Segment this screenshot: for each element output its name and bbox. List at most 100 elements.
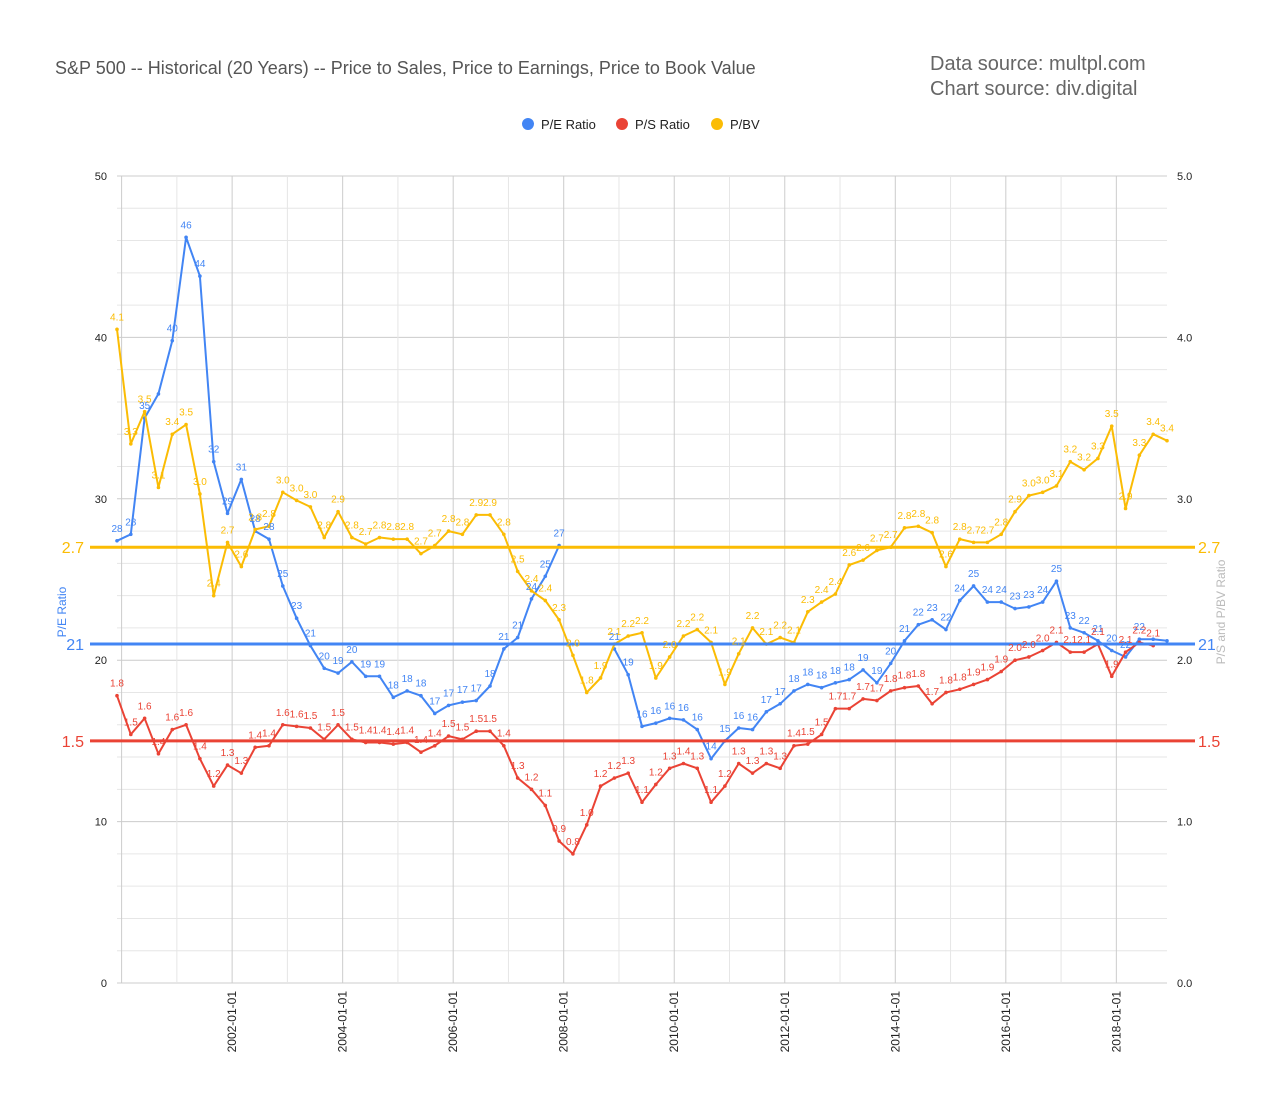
- right-axis-label: P/S and P/BV Ratio: [1214, 559, 1228, 664]
- legend-item-ps[interactable]: P/S Ratio: [616, 117, 690, 132]
- data-label-ps: 1.6: [179, 708, 193, 719]
- y-right-tick-label: 3.0: [1177, 494, 1192, 506]
- data-point-ps: [764, 761, 769, 766]
- data-label-ps: 1.8: [953, 672, 967, 683]
- data-point-pe: [1040, 600, 1045, 604]
- data-point-pbv: [460, 532, 465, 537]
- data-source-text: Data source: multpl.com: [930, 53, 1146, 75]
- data-label-pe: 20: [346, 645, 358, 656]
- data-point-pe: [446, 703, 451, 708]
- data-point-pe: [267, 537, 271, 541]
- data-point-ps: [474, 729, 479, 734]
- data-label-pe: 27: [554, 529, 566, 540]
- data-label-pbv: 2.8: [497, 517, 511, 528]
- data-label-ps: 1.5: [345, 722, 359, 733]
- data-point-ps: [1013, 658, 1017, 662]
- data-point-pbv: [184, 422, 188, 427]
- data-label-ps: 1.5: [455, 722, 469, 733]
- data-point-pbv: [1151, 432, 1155, 437]
- data-label-pe: 24: [1037, 585, 1049, 596]
- data-label-pe: 17: [443, 688, 455, 699]
- data-point-pbv: [502, 532, 506, 537]
- data-label-pbv: 2.6: [856, 543, 870, 554]
- data-point-ps: [156, 752, 161, 756]
- data-label-ps: 1.0: [580, 808, 594, 819]
- data-point-pbv: [1165, 438, 1169, 443]
- data-point-ps: [792, 743, 796, 748]
- data-labels-pbv: 4.13.33.53.13.43.53.02.42.72.62.8 2.83.03…: [110, 312, 1174, 686]
- data-label-pe: 19: [374, 659, 386, 670]
- data-point-ps: [584, 823, 589, 827]
- data-label-pbv: 2.2: [773, 621, 787, 632]
- series-layer: [115, 235, 1169, 856]
- data-point-pe: [280, 584, 285, 588]
- data-label-ps: 1.8: [898, 671, 912, 682]
- y-left-tick-label: 30: [95, 494, 107, 506]
- data-label-pe: 21: [305, 629, 317, 640]
- data-point-pe: [1165, 639, 1169, 643]
- reference-line-label-right: 21: [1198, 637, 1216, 654]
- data-point-pe: [681, 718, 686, 722]
- data-point-ps: [626, 771, 630, 775]
- data-point-pe: [667, 716, 672, 721]
- data-label-ps: 1.4: [359, 726, 373, 737]
- data-label-pe: 23: [1009, 592, 1021, 603]
- data-point-pe: [405, 689, 409, 693]
- data-label-pe: 40: [167, 324, 179, 335]
- data-point-pe: [363, 674, 368, 679]
- data-point-pe: [543, 574, 548, 579]
- data-label-ps: 1.5: [317, 722, 331, 733]
- data-point-ps: [861, 697, 865, 701]
- data-label-pbv: 3.0: [276, 475, 290, 486]
- legend-label-pe: P/E Ratio: [541, 117, 596, 132]
- data-point-ps: [571, 852, 575, 856]
- x-tick-label: 2014-01-01: [888, 991, 902, 1053]
- data-point-pbv: [736, 651, 741, 656]
- data-point-pbv: [198, 492, 202, 496]
- data-label-pbv: 3.5: [138, 395, 152, 406]
- data-point-pe: [1082, 630, 1086, 635]
- data-point-pe: [515, 635, 520, 640]
- data-label-pbv: 2.8: [248, 512, 262, 523]
- x-tick-label: 2012-01-01: [778, 991, 792, 1053]
- data-point-pe: [1027, 605, 1031, 609]
- data-label-pe: 20: [1106, 634, 1118, 645]
- data-label-pbv: 2.9: [483, 498, 497, 509]
- data-label-ps: 1.8: [884, 674, 898, 685]
- data-point-ps: [529, 787, 534, 792]
- data-label-pbv: 2.7: [980, 525, 994, 536]
- data-label-pbv: 3.4: [1160, 424, 1174, 435]
- data-point-pe: [391, 695, 396, 700]
- data-label-pe: 24: [982, 585, 994, 596]
- data-label-ps: 1.6: [290, 709, 304, 720]
- data-point-pe: [695, 727, 700, 732]
- data-label-ps: 1.9: [980, 663, 994, 674]
- data-label-ps: 1.5: [331, 708, 345, 719]
- legend-item-pbv[interactable]: P/BV: [711, 117, 760, 132]
- reference-line-0: 2.7 2.7: [62, 540, 1221, 557]
- x-tick-label: 2018-01-01: [1109, 991, 1123, 1053]
- data-point-pe: [156, 392, 161, 396]
- data-point-pbv: [667, 655, 672, 659]
- y-left-tick-label: 50: [95, 171, 107, 183]
- x-tick-label: 2008-01-01: [557, 991, 571, 1053]
- data-label-pe: 22: [913, 608, 925, 619]
- data-point-pbv: [557, 618, 561, 622]
- data-label-ps: 1.4: [193, 742, 207, 753]
- data-point-pe: [239, 477, 244, 482]
- legend-label-ps: P/S Ratio: [635, 117, 690, 132]
- legend-item-pe[interactable]: P/E Ratio: [522, 117, 596, 132]
- data-label-pe: 29: [222, 496, 234, 507]
- data-label-ps: 2.1: [1077, 635, 1091, 646]
- data-label-ps: 1.1: [635, 785, 649, 796]
- data-label-ps: 1.4: [787, 729, 801, 740]
- data-label-pbv: 2.8: [442, 514, 456, 525]
- data-label-pbv: 2.6: [939, 550, 953, 561]
- data-point-pbv: [1027, 493, 1031, 498]
- data-point-ps: [695, 766, 700, 771]
- data-point-ps: [916, 684, 921, 688]
- data-label-pbv: 1.9: [718, 667, 732, 678]
- data-point-pbv: [999, 532, 1004, 537]
